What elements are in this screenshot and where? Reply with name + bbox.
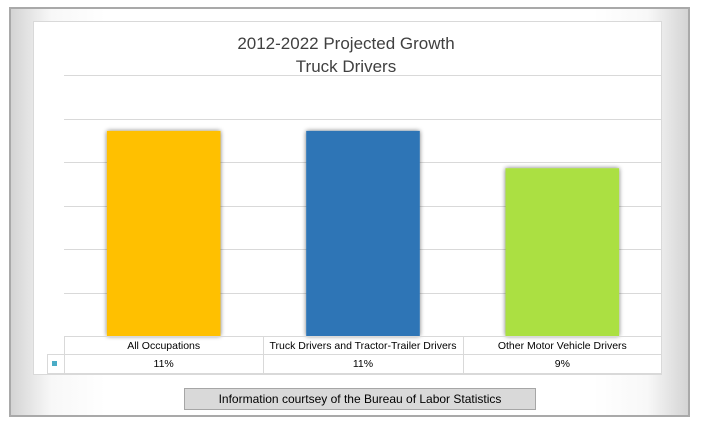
legend-key: [52, 361, 57, 366]
chart-subtitle: Truck Drivers: [296, 57, 396, 76]
bar-2: [505, 168, 620, 336]
bar-0: [106, 130, 221, 336]
source-credit: Information courtsey of the Bureau of La…: [184, 388, 536, 410]
data-table: All Occupations 11% Truck Drivers and Trac…: [47, 336, 662, 374]
value-label-1: 11%: [353, 358, 373, 370]
value-label-0: 11%: [154, 358, 174, 370]
bars: [106, 130, 620, 336]
category-label-2: Other Motor Vehicle Drivers: [498, 340, 627, 352]
category-label-1: Truck Drivers and Tractor-Trailer Driver…: [269, 340, 456, 352]
bar-1: [306, 130, 420, 336]
chart-title: 2012-2022 Projected Growth: [237, 34, 454, 53]
category-label-0: All Occupations: [127, 340, 200, 352]
bar-chart: 2012-2022 Projected Growth Truck Drivers…: [47, 34, 662, 374]
value-label-2: 9%: [555, 358, 570, 370]
